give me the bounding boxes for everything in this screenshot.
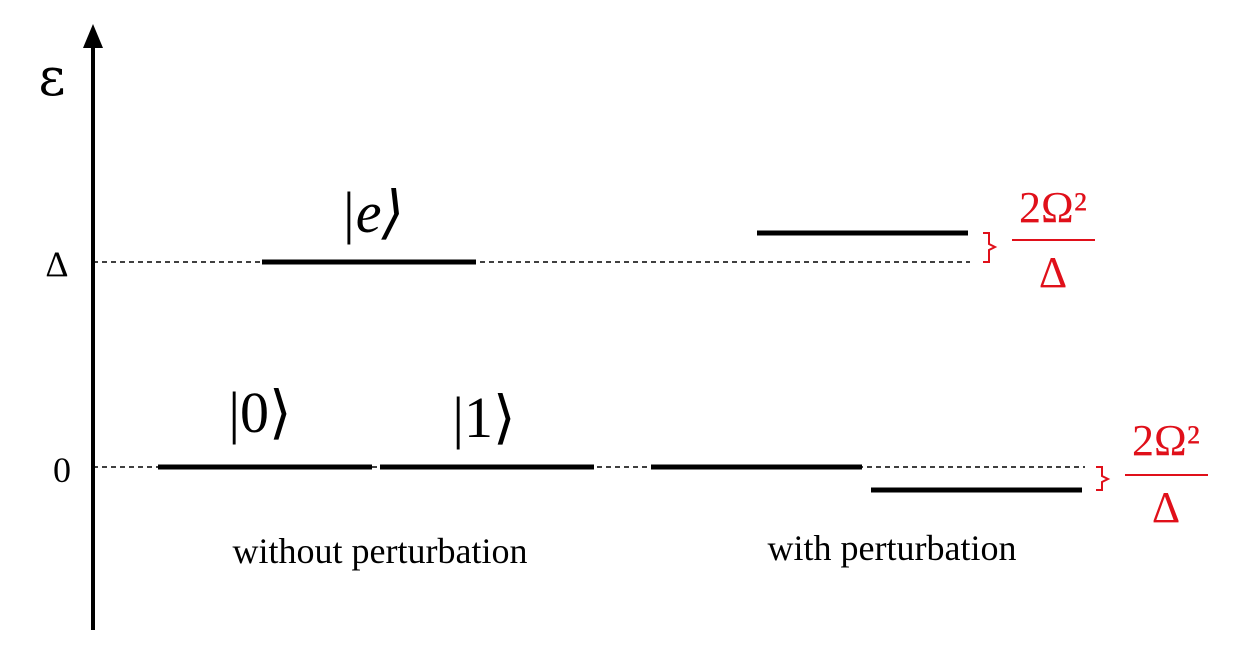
shift-brace-upper [983, 232, 998, 263]
tick-label-delta: Δ [45, 244, 68, 284]
shift-numerator-upper: 2Ω² [1019, 183, 1087, 232]
tick-label-zero: 0 [53, 450, 71, 490]
shift-denominator-upper: Δ [1039, 248, 1067, 297]
shift-annotation-upper: 2Ω² Δ [983, 183, 1095, 297]
energy-axis-arrowhead [83, 24, 103, 48]
shift-denominator-lower: Δ [1152, 483, 1180, 532]
shift-numerator-lower: 2Ω² [1132, 416, 1200, 465]
energy-axis-symbol: ε [39, 48, 66, 108]
shift-brace-lower [1096, 466, 1111, 491]
shift-annotation-lower: 2Ω² Δ [1096, 416, 1208, 532]
levels-with-perturbation: with perturbation [651, 230, 1082, 568]
section-label-without-perturbation: without perturbation [233, 531, 528, 571]
ket-1: |1⟩ [452, 385, 515, 450]
levels-without-perturbation: |e⟩ |0⟩ |1⟩ without perturbation [158, 180, 594, 571]
energy-axis: ε Δ 0 [39, 24, 103, 630]
ket-0: |0⟩ [228, 380, 291, 445]
section-label-with-perturbation: with perturbation [768, 528, 1017, 568]
ket-excited: |e⟩ [340, 180, 404, 245]
